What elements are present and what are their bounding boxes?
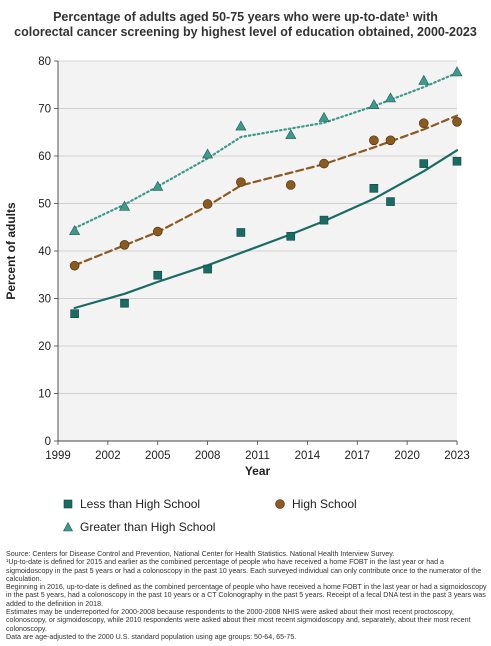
square-marker-icon: [63, 499, 73, 509]
data-point-series-3: [451, 66, 463, 77]
data-point-series-1: [419, 159, 429, 168]
data-point-series-3: [368, 99, 380, 109]
data-point-series-3: [285, 128, 297, 139]
data-point-series-1: [369, 184, 379, 193]
trend-line-series-3: [73, 71, 459, 230]
x-tick-label: 2023: [444, 450, 470, 462]
data-point-series-1: [386, 197, 395, 206]
data-point-series-3: [69, 224, 81, 235]
data-point-series-1: [452, 156, 462, 166]
data-point-series-2: [385, 135, 396, 146]
x-tick-label: 2008: [195, 450, 221, 462]
footnote-definition-2016: Beginning in 2016, up-to-date is defined…: [6, 583, 487, 608]
footnotes: Source: Centers for Disease Control and …: [6, 550, 488, 641]
legend-label-greater-than-high-school: Greater than High School: [80, 520, 216, 534]
y-tick-label: 80: [38, 56, 51, 68]
x-tick-label: 2005: [145, 450, 171, 462]
x-tick-label: 2014: [295, 450, 321, 462]
data-point-series-3: [202, 148, 214, 159]
data-point-series-3: [418, 74, 430, 85]
chart-title: Percentage of adults aged 50-75 years wh…: [0, 10, 491, 40]
y-tick-label: 60: [38, 151, 51, 163]
chart-area: 0 10 20 30 40 50 60 70 80 1999 2002 2005 2008 2011 201…: [4, 56, 470, 478]
circle-marker-icon: [275, 499, 285, 509]
data-point-series-1: [319, 215, 329, 225]
data-point-series-1: [153, 270, 163, 280]
x-tick-label: 2002: [95, 450, 121, 462]
data-point-series-1: [286, 231, 296, 241]
data-point-series-2: [418, 118, 429, 129]
legend-item-less-than-high-school: Less than High School: [62, 497, 200, 511]
y-tick-label: 10: [38, 389, 51, 401]
chart-title-line-1: Percentage of adults aged 50-75 years wh…: [53, 10, 438, 24]
data-point-series-1: [203, 264, 212, 274]
data-point-series-2: [236, 177, 246, 187]
x-tick-label: 2020: [394, 450, 420, 462]
footnote-underreport: Estimates may be underreported for 2000-…: [6, 608, 471, 633]
data-point-series-2: [202, 199, 213, 209]
chart-title-line-2: colorectal cancer screening by highest l…: [14, 25, 477, 39]
legend-item-high-school: High School: [274, 497, 357, 511]
x-tick-label: 2017: [344, 450, 370, 462]
x-tick-label: 2011: [245, 450, 270, 462]
footnote-age-adjusted: Data are age-adjusted to the 2000 U.S. s…: [6, 632, 297, 641]
trend-line-series-2: [73, 114, 459, 267]
y-tick-label: 30: [38, 294, 51, 306]
legend-item-greater-than-high-school: Greater than High School: [62, 520, 215, 534]
footnote-source: Source: Centers for Disease Control and …: [6, 550, 395, 558]
trend-line-series-1: [73, 149, 459, 310]
data-point-series-3: [318, 111, 330, 122]
data-point-series-2: [452, 117, 462, 127]
footnote-definition-2015: ¹Up-to-date is defined for 2015 and earl…: [6, 558, 482, 583]
data-point-series-3: [118, 200, 131, 211]
triangle-marker-icon: [63, 521, 73, 532]
data-point-series-2: [285, 180, 296, 190]
x-tick-label: 1999: [45, 450, 71, 462]
data-point-series-2: [152, 226, 163, 237]
data-point-series-2: [319, 158, 329, 169]
data-point-series-2: [69, 260, 80, 271]
y-tick-label: 40: [38, 246, 51, 258]
data-point-series-3: [235, 120, 247, 131]
data-point-series-1: [236, 228, 246, 237]
y-tick-label: 0: [45, 436, 51, 448]
y-tick-label: 50: [38, 199, 51, 211]
data-point-series-1: [70, 309, 79, 319]
data-point-series-3: [384, 92, 397, 103]
data-point-series-2: [369, 135, 379, 146]
y-axis-label: Percent of adults: [4, 202, 18, 300]
data-point-series-3: [152, 180, 164, 191]
legend-label-high-school: High School: [292, 497, 357, 511]
data-point-series-1: [120, 298, 129, 308]
data-point-series-2: [119, 240, 130, 250]
legend-label-less-than-high-school: Less than High School: [80, 497, 201, 511]
x-axis-label: Year: [245, 464, 271, 478]
y-tick-label: 70: [38, 104, 51, 116]
y-tick-label: 20: [38, 341, 51, 353]
